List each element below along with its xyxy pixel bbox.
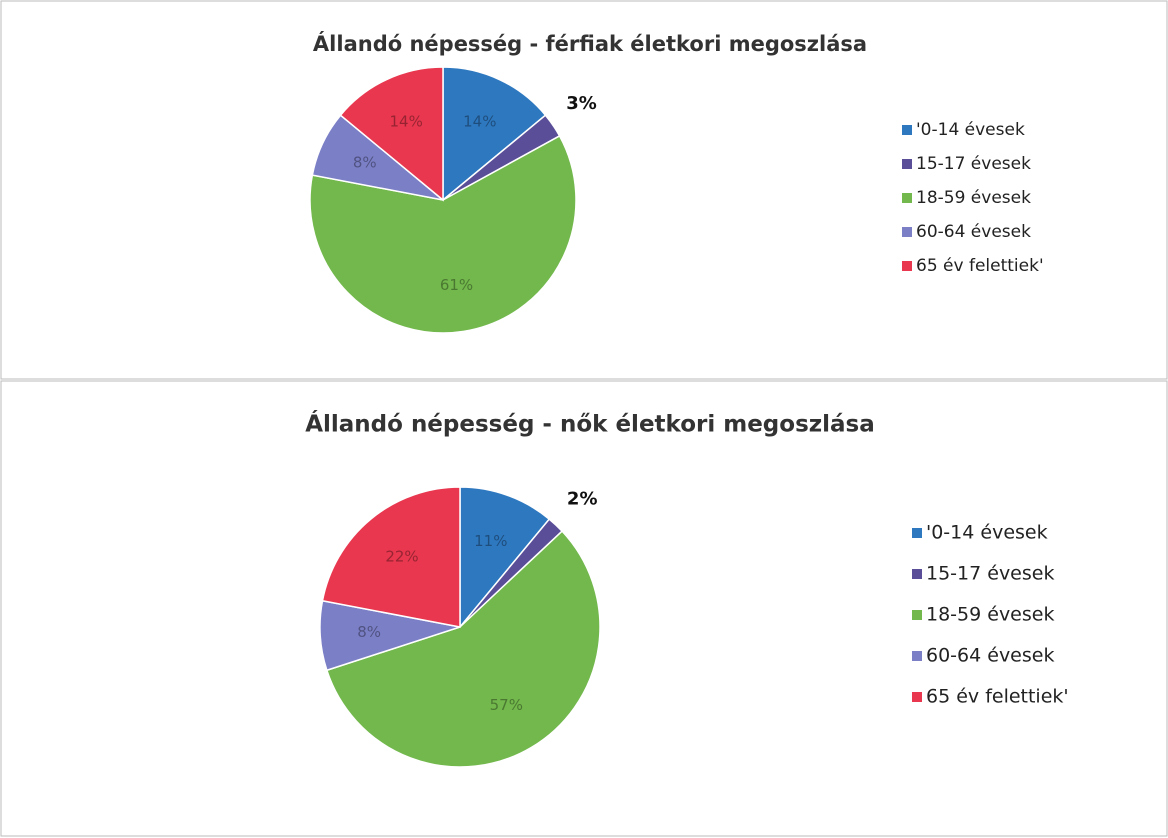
legend-swatch bbox=[902, 261, 912, 271]
legend-swatch bbox=[912, 569, 922, 579]
data-label: 11% bbox=[474, 532, 507, 550]
legend-label: '0-14 évesek bbox=[916, 120, 1025, 140]
legend-swatch bbox=[912, 651, 922, 661]
legend-label: 18-59 évesek bbox=[916, 188, 1031, 208]
pie-slice bbox=[321, 486, 461, 628]
legend-label: 65 év felettiek' bbox=[916, 256, 1044, 276]
legend-swatch bbox=[902, 159, 912, 169]
data-label: 8% bbox=[353, 154, 377, 172]
pie-slice bbox=[339, 66, 444, 202]
data-label: 14% bbox=[390, 112, 423, 130]
pie-slice bbox=[325, 530, 601, 768]
data-label: 57% bbox=[490, 696, 523, 714]
legend-label: 18-59 évesek bbox=[926, 604, 1054, 626]
pie-slice bbox=[442, 66, 547, 202]
legend-label: 60-64 évesek bbox=[916, 222, 1031, 242]
legend-swatch bbox=[912, 528, 922, 538]
legend-label: 15-17 évesek bbox=[916, 154, 1031, 174]
pie-slice bbox=[309, 134, 577, 334]
data-label: 14% bbox=[463, 112, 496, 130]
legend-label: 65 év felettiek' bbox=[926, 686, 1069, 708]
data-label: 2% bbox=[567, 489, 598, 510]
legend-swatch bbox=[902, 125, 912, 135]
chart-frame bbox=[0, 0, 1168, 380]
pie-slice bbox=[459, 486, 551, 630]
legend-swatch bbox=[902, 227, 912, 237]
legend-swatch bbox=[912, 610, 922, 620]
legend-label: 60-64 évesek bbox=[926, 645, 1054, 667]
data-label: 22% bbox=[385, 547, 418, 565]
legend-label: '0-14 évesek bbox=[926, 522, 1048, 544]
chart-title: Állandó népesség - férfiak életkori mego… bbox=[313, 31, 867, 56]
legend-swatch bbox=[912, 692, 922, 702]
chart-title: Állandó népesség - nők életkori megoszlá… bbox=[305, 410, 875, 438]
data-label: 3% bbox=[566, 93, 597, 114]
data-label: 8% bbox=[357, 623, 381, 641]
data-label: 61% bbox=[440, 276, 473, 294]
legend-label: 15-17 évesek bbox=[926, 563, 1054, 585]
legend-swatch bbox=[902, 193, 912, 203]
